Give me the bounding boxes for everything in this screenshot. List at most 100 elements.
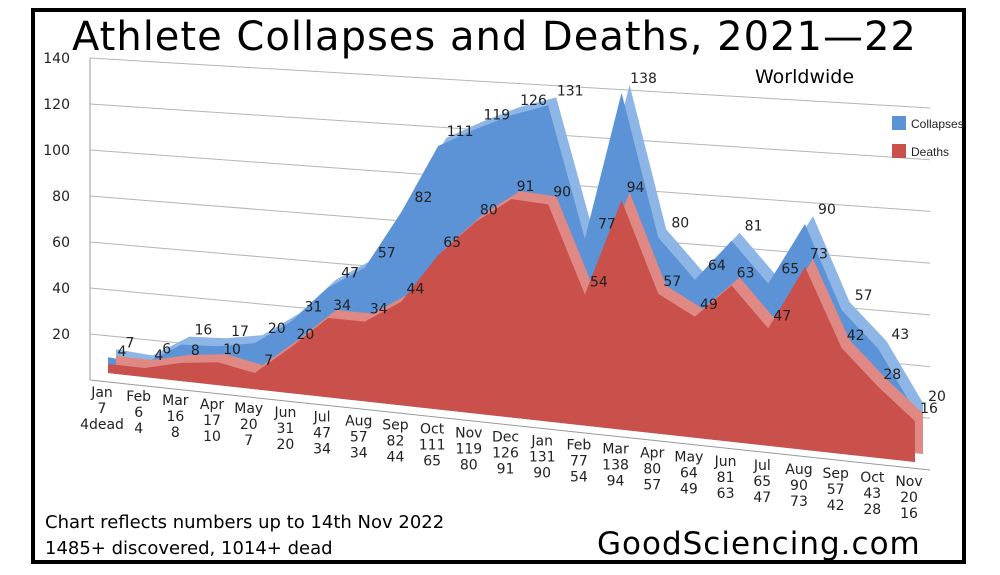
x-tick-label: Jun <box>273 405 296 421</box>
data-label-deaths: 8 <box>191 343 200 359</box>
x-tick-collapses: 17 <box>203 413 221 429</box>
x-tick-deaths: 44 <box>387 449 405 465</box>
x-tick-label: Apr <box>640 446 664 462</box>
x-tick-label: Nov <box>895 474 922 490</box>
x-tick-deaths: 90 <box>533 466 551 482</box>
data-label-deaths: 65 <box>443 235 461 251</box>
x-tick-deaths: 63 <box>717 486 735 502</box>
x-axis: Jan74deadFeb64Mar168Apr1710May207Jun3120… <box>80 385 923 522</box>
data-label-deaths: 7 <box>264 353 273 369</box>
chart-subtitle: Worldwide <box>755 66 855 88</box>
x-tick-label: Jun <box>714 454 737 470</box>
data-label-deaths: 28 <box>883 367 901 383</box>
footnote-totals: 1485+ discovered, 1014+ dead <box>45 538 333 559</box>
x-tick-label: Nov <box>455 425 482 441</box>
data-label-deaths: 73 <box>810 247 828 263</box>
x-tick-collapses: 119 <box>455 441 482 457</box>
x-tick-collapses: 80 <box>643 462 661 478</box>
data-label-deaths: 80 <box>480 203 498 219</box>
x-tick-deaths: 47 <box>753 490 771 506</box>
data-label-collapses: 20 <box>928 389 946 405</box>
legend-swatch-collapses <box>892 116 906 130</box>
x-tick-collapses: 6 <box>134 405 143 421</box>
data-label-deaths: 63 <box>737 265 755 281</box>
x-tick-deaths: 94 <box>607 474 625 490</box>
data-label-deaths: 16 <box>920 401 938 417</box>
data-label-collapses: 57 <box>378 246 396 262</box>
x-tick-collapses: 64 <box>680 466 698 482</box>
x-tick-collapses: 31 <box>276 421 294 437</box>
data-label-collapses: 131 <box>557 83 584 99</box>
x-tick-collapses: 111 <box>419 437 446 453</box>
x-tick-collapses: 90 <box>790 478 808 494</box>
data-label-collapses: 81 <box>745 219 763 235</box>
data-label-deaths: 10 <box>223 342 241 358</box>
x-tick-label: Jan <box>530 434 553 450</box>
x-tick-label: Feb <box>126 389 151 405</box>
x-tick-collapses: 47 <box>313 425 331 441</box>
x-tick-collapses: 43 <box>863 486 881 502</box>
x-tick-deaths: 34 <box>350 445 368 461</box>
x-tick-deaths: 34 <box>313 441 331 457</box>
legend-swatch-deaths <box>892 144 906 158</box>
data-label-collapses: 31 <box>304 299 322 315</box>
plot-area <box>108 84 923 463</box>
y-tick-label: 40 <box>52 281 70 297</box>
data-label-deaths: 4 <box>154 348 163 364</box>
x-tick-deaths: 80 <box>460 457 478 473</box>
x-tick-label: Mar <box>602 442 629 458</box>
y-tick-label: 120 <box>43 97 70 113</box>
data-label-collapses: 16 <box>194 323 212 339</box>
x-tick-label: May <box>234 401 263 417</box>
data-label-collapses: 64 <box>708 258 726 274</box>
data-label-deaths: 54 <box>590 275 608 291</box>
x-tick-label: Jul <box>753 458 771 474</box>
x-tick-label: Aug <box>785 462 812 478</box>
data-label-deaths: 91 <box>517 179 535 195</box>
legend-label-collapses: Collapses <box>911 117 964 131</box>
x-tick-collapses: 81 <box>717 470 735 486</box>
x-tick-deaths: 20 <box>276 437 294 453</box>
x-tick-label: Oct <box>860 470 885 486</box>
x-tick-deaths: 4 <box>134 421 143 437</box>
data-label-collapses: 6 <box>162 341 171 357</box>
data-label-deaths: 34 <box>333 298 351 314</box>
data-label-collapses: 47 <box>341 266 359 282</box>
baseline <box>89 379 931 471</box>
y-tick-label: 80 <box>52 189 70 205</box>
data-label-collapses: 57 <box>855 288 873 304</box>
data-label-deaths: 20 <box>296 327 314 343</box>
x-tick-deaths: 4dead <box>80 417 124 433</box>
x-tick-collapses: 77 <box>570 454 588 470</box>
x-tick-deaths: 42 <box>827 498 845 514</box>
y-axis: 20 40 60 80 100 120 140 <box>43 51 70 343</box>
x-tick-deaths: 65 <box>423 453 441 469</box>
data-label-collapses: 111 <box>447 124 474 140</box>
x-tick-deaths: 8 <box>171 425 180 441</box>
x-tick-deaths: 57 <box>643 478 661 494</box>
data-label-deaths: 57 <box>663 274 681 290</box>
x-tick-label: Mar <box>162 393 189 409</box>
data-label-collapses: 17 <box>231 324 249 340</box>
data-label-deaths: 34 <box>370 302 388 318</box>
source-site: GoodSciencing.com <box>597 526 921 562</box>
x-tick-collapses: 57 <box>827 482 845 498</box>
data-labels: 7 616 17 2031475782111119126131771388064816… <box>118 71 946 417</box>
data-label-deaths: 90 <box>553 184 571 200</box>
x-tick-deaths: 73 <box>790 494 808 510</box>
x-tick-label: May <box>674 450 703 466</box>
x-tick-deaths: 91 <box>497 462 515 478</box>
x-tick-collapses: 20 <box>240 417 258 433</box>
x-tick-collapses: 7 <box>98 401 107 417</box>
data-label-collapses: 77 <box>598 217 616 233</box>
y-tick-label: 60 <box>52 235 70 251</box>
series-area-deaths <box>108 199 915 462</box>
data-label-collapses: 65 <box>781 262 799 278</box>
x-tick-label: Aug <box>345 413 372 429</box>
x-tick-collapses: 20 <box>900 490 918 506</box>
x-tick-label: Dec <box>492 430 519 446</box>
data-label-deaths: 47 <box>773 309 791 325</box>
data-label-collapses: 82 <box>415 190 433 206</box>
x-tick-collapses: 82 <box>387 433 405 449</box>
